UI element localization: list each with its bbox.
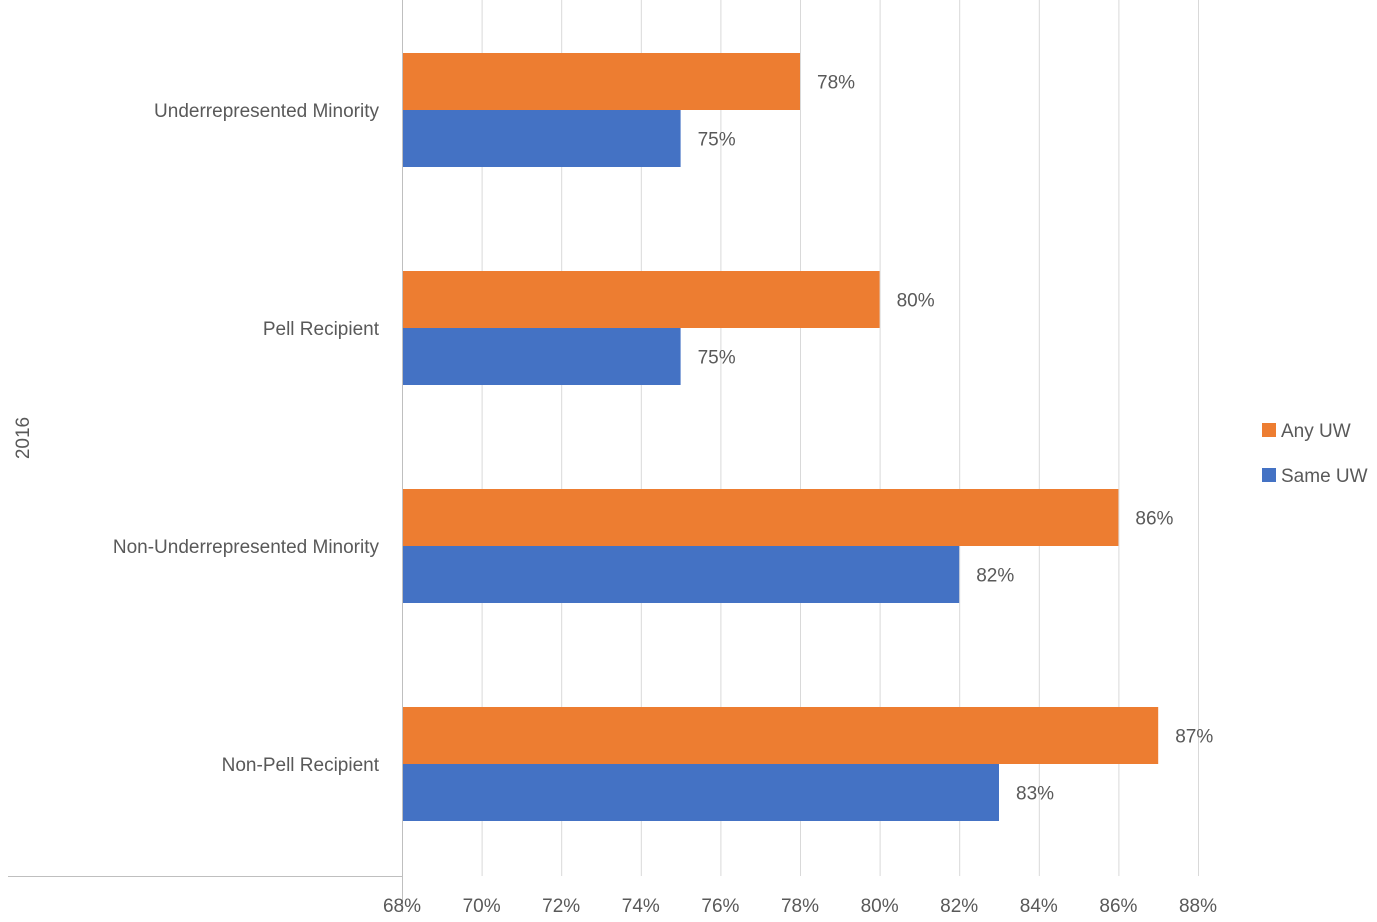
x-tick-label: 86% (1099, 896, 1137, 917)
data-label: 86% (1135, 509, 1173, 530)
axes (8, 0, 403, 912)
bar-any-uw (402, 489, 1119, 546)
x-tick-label: 72% (542, 896, 580, 917)
bar-same-uw (402, 546, 960, 603)
category-label: Pell Recipient (263, 319, 380, 340)
x-tick-label: 80% (861, 896, 899, 917)
bar-any-uw (402, 53, 800, 110)
data-label: 82% (976, 566, 1014, 587)
x-tick-label: 88% (1179, 896, 1217, 917)
bars (402, 53, 1159, 821)
legend-swatch-same-uw (1262, 468, 1276, 482)
legend-label: Same UW (1281, 466, 1368, 487)
group-label: 2016 (13, 417, 34, 459)
data-label: 75% (698, 348, 736, 369)
x-tick-label: 68% (383, 896, 421, 917)
data-label: 83% (1016, 784, 1054, 805)
labels: 78% 75% Underrepresented Minority 80% 75% Pel… (13, 73, 1217, 918)
x-tick-label: 82% (940, 896, 978, 917)
bar-same-uw (402, 328, 681, 385)
x-tick-label: 76% (701, 896, 739, 917)
data-label: 75% (698, 130, 736, 151)
category-label: Underrepresented Minority (154, 101, 379, 122)
legend-swatch-any-uw (1262, 423, 1276, 437)
bar-any-uw (402, 707, 1159, 764)
data-label: 80% (897, 291, 935, 312)
x-tick-label: 74% (622, 896, 660, 917)
bar-same-uw (402, 110, 681, 167)
bar-any-uw (402, 271, 880, 328)
legend-label: Any UW (1281, 421, 1351, 442)
x-tick-label: 84% (1020, 896, 1058, 917)
legend: Any UW Same UW (1262, 421, 1368, 487)
category-label: Non-Pell Recipient (222, 755, 380, 776)
category-label: Non-Underrepresented Minority (113, 537, 380, 558)
bar-same-uw (402, 764, 999, 821)
data-label: 78% (817, 73, 855, 94)
data-label: 87% (1175, 727, 1213, 748)
x-tick-label: 78% (781, 896, 819, 917)
x-tick-label: 70% (463, 896, 501, 917)
